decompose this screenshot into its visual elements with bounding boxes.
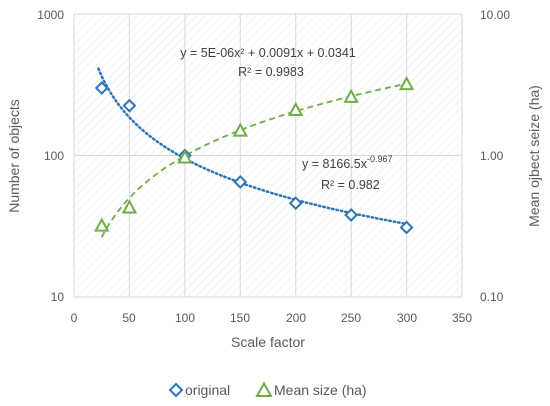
left-y-axis-title: Number of objects [6, 99, 22, 213]
original-equation-base: y = 8166.5x [302, 157, 368, 171]
original-point [288, 196, 303, 211]
mean-size-polynomial-trendline [100, 83, 406, 238]
right-y-tick-labels: 0.10 1.00 10.00 [480, 8, 510, 304]
mean-size-point [288, 101, 304, 117]
original-point [399, 220, 414, 235]
x-tick-label: 200 [286, 311, 306, 325]
original-equation: y = 8166.5x-0.967 [302, 154, 393, 171]
mean-size-point [177, 149, 193, 164]
x-axis-title: Scale factor [231, 334, 305, 350]
x-tick-label: 350 [452, 311, 472, 325]
left-y-tick-label: 10 [51, 290, 65, 304]
right-y-tick-label: 1.00 [480, 149, 504, 163]
right-y-tick-label: 10.00 [480, 8, 510, 22]
x-tick-label: 50 [122, 311, 136, 325]
original-equation-exponent: -0.967 [367, 154, 393, 164]
x-tick-label: 100 [175, 311, 195, 325]
mean-size-point [232, 122, 248, 137]
original-r2: R² = 0.982 [321, 178, 380, 192]
legend-label-mean-size: Mean size (ha) [274, 382, 367, 398]
legend-triangle-icon [255, 381, 273, 397]
legend-item-original: original [168, 382, 230, 398]
original-point [94, 81, 109, 95]
mean-size-point [343, 88, 359, 103]
legend-item-mean-size: Mean size (ha) [255, 381, 367, 398]
original-point [122, 98, 137, 113]
x-tick-label: 250 [341, 311, 361, 325]
x-tick-label: 150 [230, 311, 250, 325]
left-y-tick-label: 100 [44, 149, 64, 163]
original-trendline-equation: y = 8166.5x-0.967 R² = 0.982 [302, 154, 393, 192]
data-markers [94, 75, 415, 235]
original-point [233, 175, 248, 189]
mean-size-point [94, 217, 110, 232]
mean-size-r2: R² = 0.9983 [238, 65, 304, 79]
legend-diamond-icon [168, 382, 184, 398]
left-y-tick-label: 1000 [37, 8, 64, 22]
mean-size-point [398, 75, 415, 91]
left-y-tick-labels: 10 100 1000 [37, 8, 64, 304]
right-y-tick-label: 0.10 [480, 290, 504, 304]
right-y-axis-title: Mean ojbect seize (ha) [526, 85, 542, 227]
x-tick-label: 300 [397, 311, 417, 325]
legend: original Mean size (ha) [168, 381, 367, 398]
mean-size-equation: y = 5E-06x² + 0.0091x + 0.0341 [180, 46, 356, 60]
legend-label-original: original [185, 382, 230, 398]
mean-size-trendline-equation: y = 5E-06x² + 0.0091x + 0.0341 R² = 0.99… [180, 46, 356, 79]
mean-size-point [121, 199, 138, 214]
x-tick-label: 0 [71, 311, 78, 325]
original-point [344, 208, 359, 222]
x-tick-labels: 0 50 100 150 200 250 300 350 [71, 311, 473, 325]
